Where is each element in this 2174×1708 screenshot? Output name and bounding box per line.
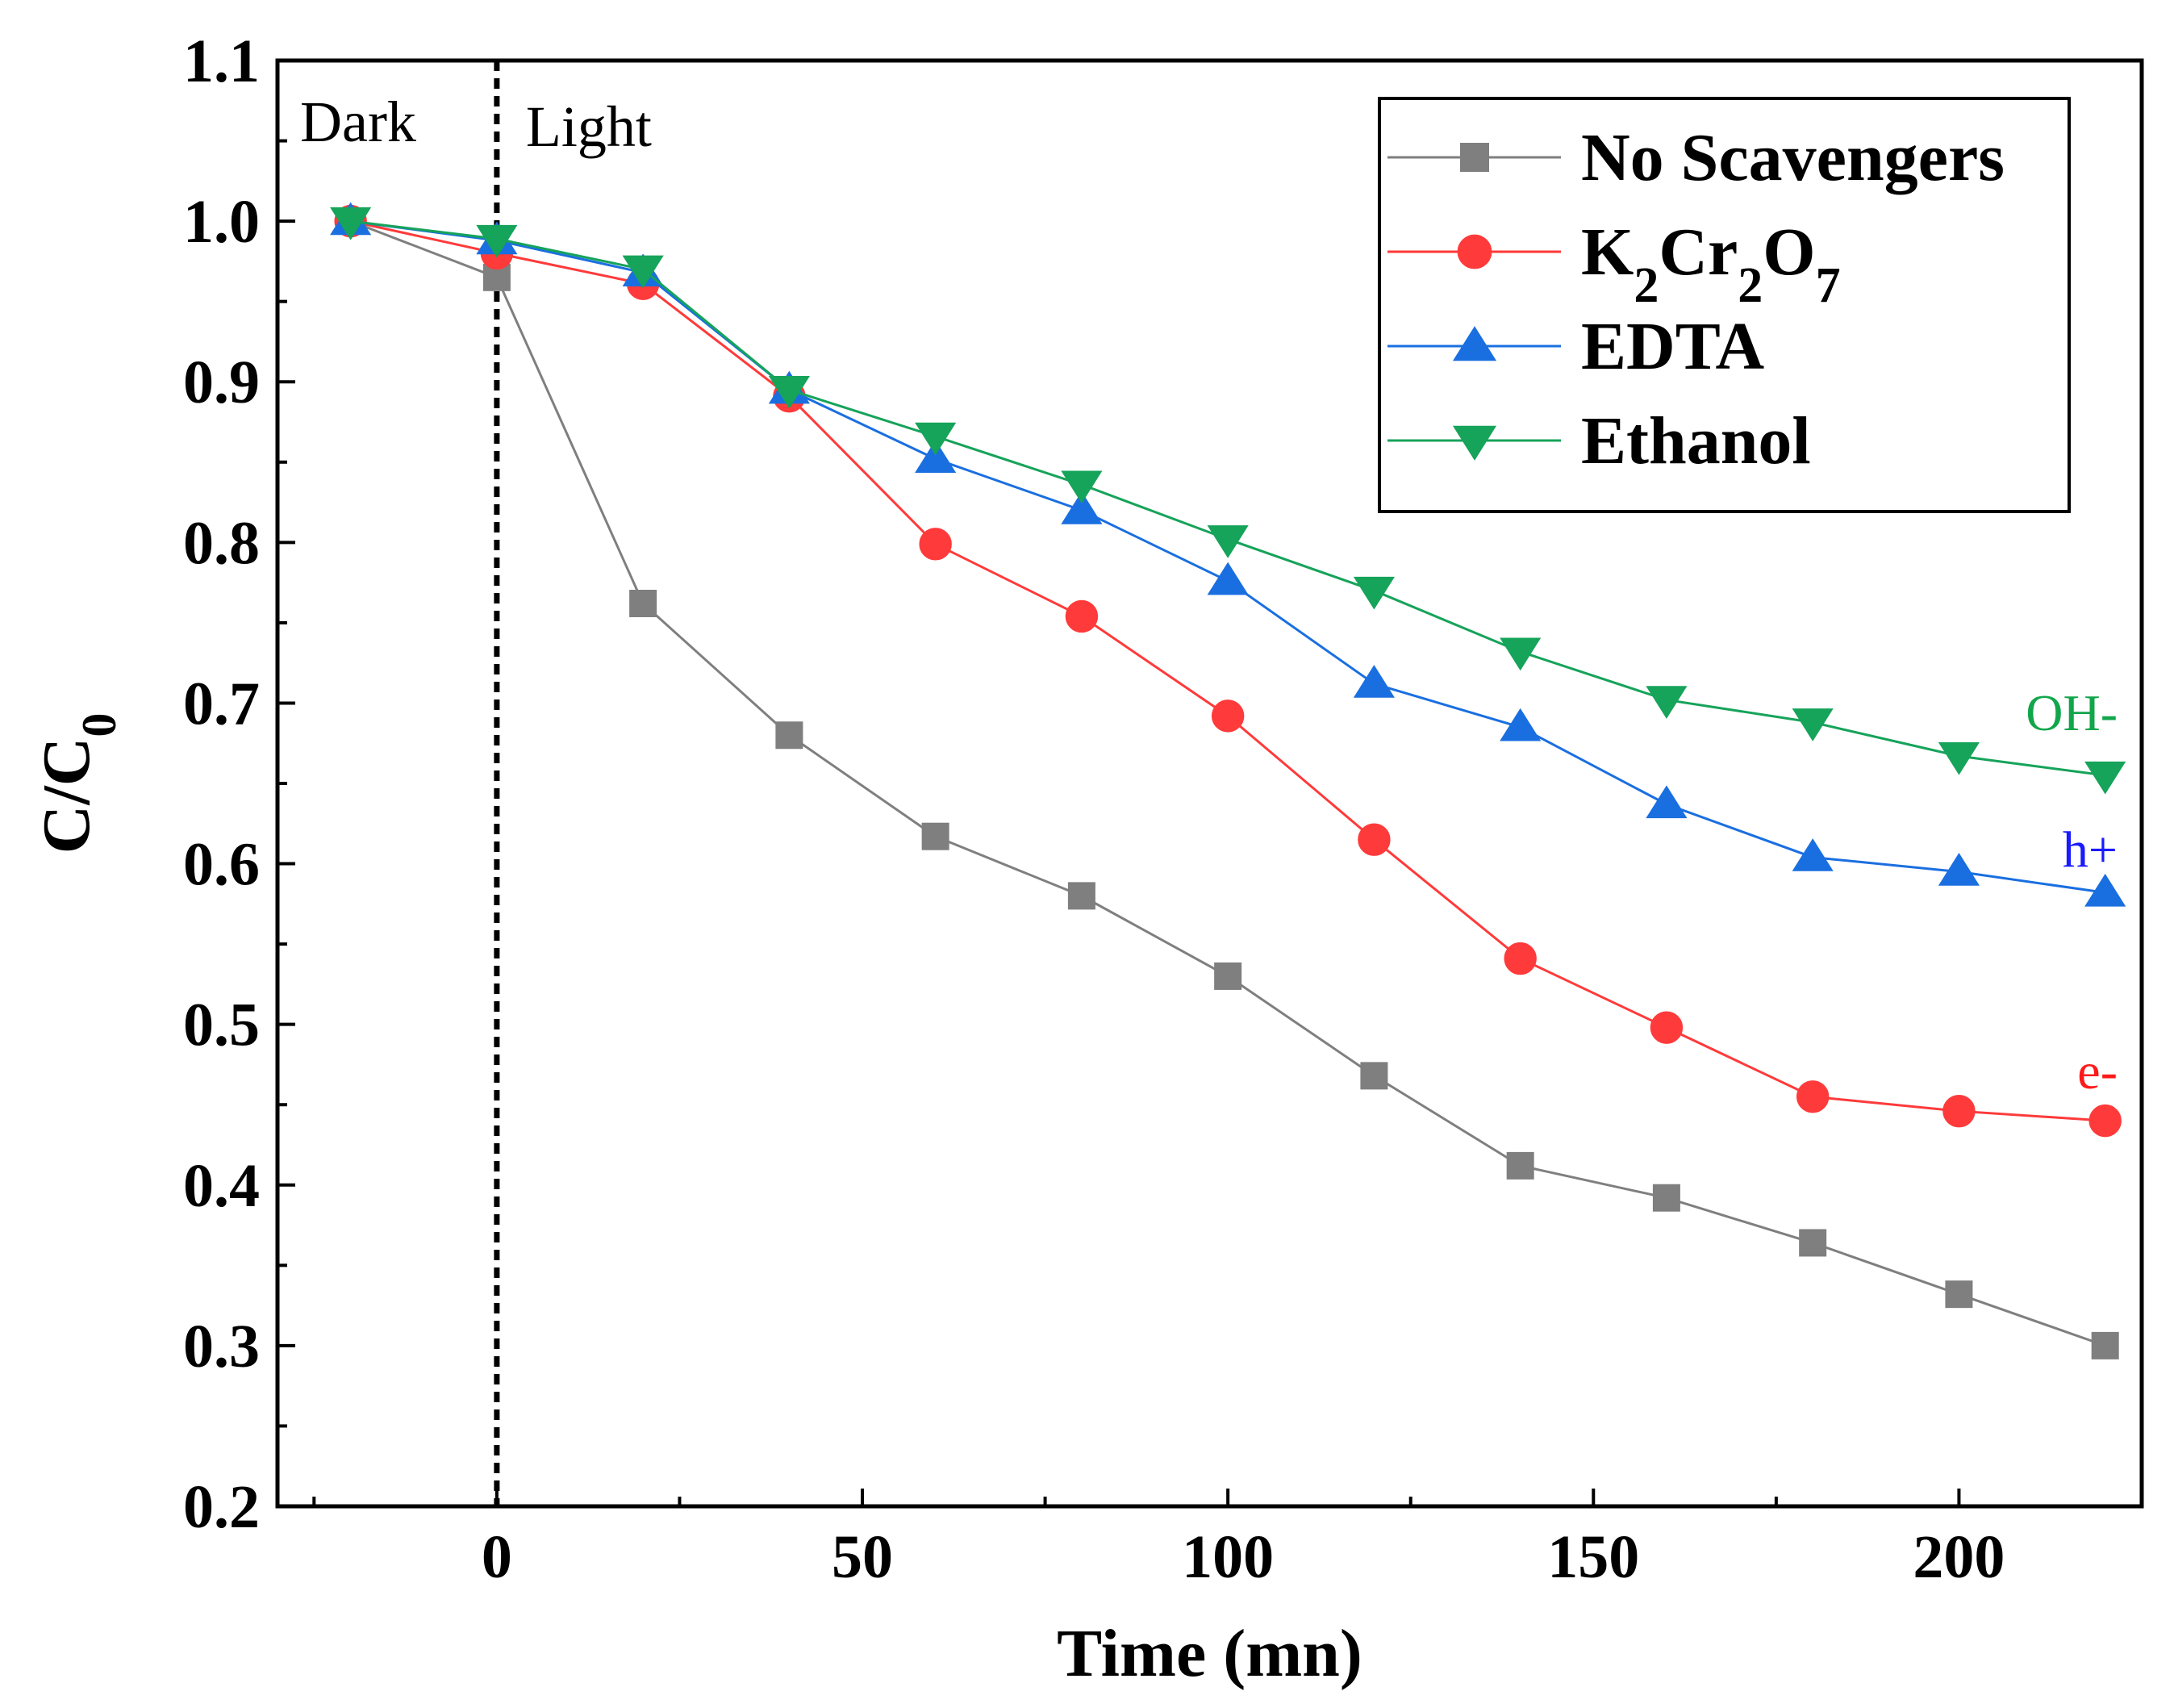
x-tick-label: 100: [1182, 1523, 1274, 1591]
y-tick-label: 0.6: [183, 831, 260, 899]
x-tick-label: 150: [1547, 1523, 1639, 1591]
legend-item-no-scavengers: No Scavengers: [1387, 120, 2005, 195]
region-label-light: Light: [526, 94, 652, 159]
marker-triangle-up: [915, 440, 957, 473]
y-tick-label: 1.0: [183, 188, 260, 256]
region-label-dark: Dark: [300, 90, 416, 154]
y-tick-label: 0.7: [183, 670, 260, 737]
marker-triangle-down: [1452, 425, 1497, 461]
marker-triangle-up: [1353, 665, 1395, 698]
marker-triangle-down: [1938, 741, 1980, 775]
legend-label-subscript: 2: [1634, 258, 1659, 313]
marker-square: [1360, 1062, 1388, 1090]
legend-label: No Scavengers: [1581, 120, 2005, 195]
marker-square: [1799, 1229, 1827, 1257]
labels: C/C0 Time (mn) Dark Light: [29, 90, 1362, 1691]
marker-triangle-down: [1500, 637, 1542, 671]
marker-triangle-up: [1500, 708, 1542, 741]
x-tick-label: 0: [482, 1523, 512, 1591]
legend-label: K2Cr2O7: [1581, 215, 1841, 313]
y-axis-title: C/C0: [29, 713, 126, 854]
marker-circle: [919, 528, 952, 561]
y-tick-label: 0.9: [183, 349, 260, 416]
marker-circle: [1211, 699, 1245, 733]
axes: 0 50 100 150 200 0.2 0.3 0.4 0.5 0.6 0.7 0.8 0.9 1.0 1…: [183, 27, 2144, 1591]
marker-triangle-down: [330, 207, 372, 240]
marker-triangle-down: [1646, 686, 1688, 719]
x-tick-label: 50: [832, 1523, 893, 1591]
marker-triangle-up: [1452, 326, 1497, 361]
marker-triangle-down: [1207, 525, 1249, 558]
legend-label-part: K: [1581, 215, 1634, 290]
marker-triangle-down: [768, 375, 810, 409]
marker-triangle-down: [1792, 708, 1834, 741]
marker-triangle-up: [1792, 838, 1834, 871]
annotation-edta: h+: [2063, 821, 2118, 878]
marker-triangle-up: [1646, 785, 1688, 819]
marker-triangle-down: [476, 224, 518, 258]
marker-triangle-down: [915, 422, 957, 456]
marker-triangle-up: [1061, 491, 1103, 524]
marker-square: [775, 721, 803, 750]
plot-area: e-h+ OH-: [330, 202, 2126, 1359]
y-tick-label: 1.1: [183, 27, 260, 95]
marker-triangle-down: [2084, 761, 2126, 795]
legend-item-edta: EDTA: [1387, 309, 1764, 384]
marker-circle: [1796, 1080, 1830, 1113]
legend-box: [1378, 97, 2071, 513]
marker-circle: [1065, 599, 1099, 633]
marker-square: [1067, 882, 1095, 910]
marker-triangle-up: [1207, 562, 1249, 595]
marker-circle: [1358, 823, 1391, 856]
marker-square: [2091, 1331, 2119, 1359]
marker-square: [1506, 1151, 1534, 1180]
x-tick-label: 200: [1913, 1523, 2005, 1591]
y-axis-title-subscript: 0: [73, 713, 126, 737]
legend-item-k2cr2o7: K2Cr2O7: [1387, 215, 1841, 313]
y-axis-title-main: C/C: [29, 737, 104, 854]
y-tick-label: 0.5: [183, 992, 260, 1059]
annotation-ethanol: OH-: [2026, 684, 2118, 741]
y-tick-label: 0.4: [183, 1152, 260, 1220]
marker-square: [1214, 962, 1242, 990]
marker-triangle-up: [2084, 873, 2126, 907]
marker-square: [1945, 1280, 1973, 1309]
marker-square: [921, 822, 949, 850]
marker-triangle-up: [1938, 853, 1980, 886]
marker-circle: [1504, 942, 1537, 975]
marker-triangle-down: [1061, 470, 1103, 504]
legend-label-subscript: 7: [1816, 258, 1841, 313]
marker-circle: [1942, 1094, 1976, 1128]
legend-label-subscript: 2: [1738, 258, 1763, 313]
marker-square: [629, 589, 657, 617]
legend-item-ethanol: Ethanol: [1387, 403, 1811, 478]
y-tick-label: 0.8: [183, 509, 260, 577]
marker-circle: [2088, 1104, 2122, 1138]
legend-label-part: O: [1763, 215, 1815, 290]
marker-square: [1460, 143, 1489, 172]
marker-triangle-down: [622, 255, 664, 289]
legend-label-part: Cr: [1659, 215, 1738, 290]
marker-circle: [1457, 234, 1492, 269]
y-tick-label: 0.3: [183, 1313, 260, 1380]
y-tick-label: 0.2: [183, 1473, 260, 1541]
marker-square: [1652, 1184, 1680, 1212]
legend-label: EDTA: [1581, 309, 1764, 384]
series-no-scavengers: [336, 207, 2119, 1359]
annotation-k2cr2o7: e-: [2077, 1042, 2118, 1100]
marker-triangle-down: [1353, 576, 1395, 610]
x-axis-title: Time (mn): [1057, 1616, 1362, 1691]
marker-circle: [1650, 1011, 1684, 1044]
series-ethanol: OH-: [330, 207, 2126, 795]
legend-label: Ethanol: [1581, 403, 1811, 478]
